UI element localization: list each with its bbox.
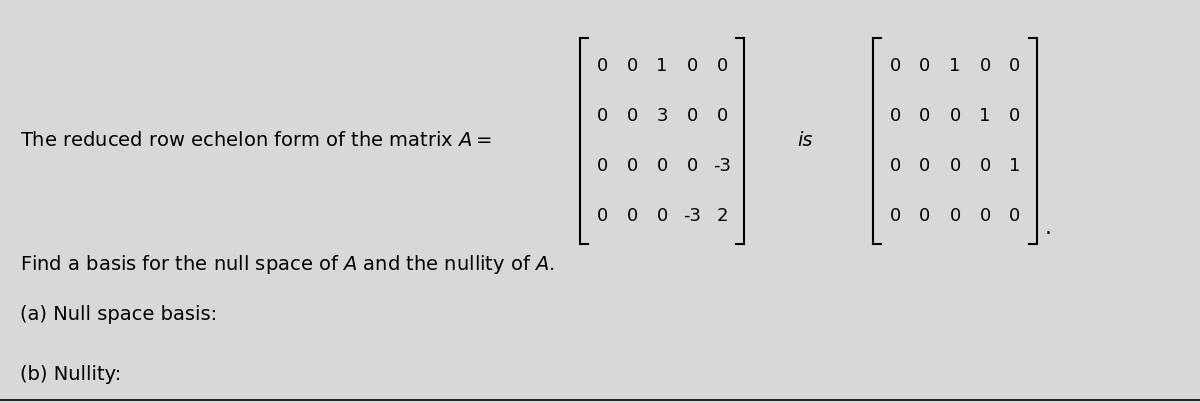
Text: 0: 0	[596, 157, 607, 175]
Text: -3: -3	[713, 157, 731, 175]
Text: 0: 0	[919, 157, 931, 175]
Text: 0: 0	[596, 107, 607, 125]
Text: 0: 0	[626, 207, 637, 225]
Text: (b) Nullity:: (b) Nullity:	[20, 366, 121, 384]
Text: 0: 0	[949, 107, 961, 125]
Text: 0: 0	[919, 57, 931, 75]
Text: 0: 0	[1009, 207, 1021, 225]
Text: 0: 0	[949, 207, 961, 225]
Text: 0: 0	[596, 57, 607, 75]
Text: 0: 0	[716, 107, 727, 125]
Text: 0: 0	[656, 207, 667, 225]
Text: 0: 0	[979, 57, 991, 75]
Text: 0: 0	[626, 107, 637, 125]
Text: 0: 0	[626, 157, 637, 175]
Text: 0: 0	[1009, 107, 1021, 125]
Text: 0: 0	[656, 157, 667, 175]
Text: 0: 0	[889, 207, 901, 225]
Text: 0: 0	[686, 157, 697, 175]
Text: Find a basis for the null space of $A$ and the nullity of $A$.: Find a basis for the null space of $A$ a…	[20, 253, 554, 276]
Text: 1: 1	[979, 107, 991, 125]
Text: 0: 0	[919, 107, 931, 125]
Text: 0: 0	[979, 157, 991, 175]
Text: 3: 3	[656, 107, 667, 125]
Text: 1: 1	[949, 57, 961, 75]
Text: 0: 0	[686, 107, 697, 125]
Text: 0: 0	[949, 157, 961, 175]
Text: 0: 0	[979, 207, 991, 225]
Text: 0: 0	[919, 207, 931, 225]
Text: 0: 0	[889, 107, 901, 125]
Text: 0: 0	[889, 157, 901, 175]
Text: 2: 2	[716, 207, 727, 225]
Text: The reduced row echelon form of the matrix $A=$: The reduced row echelon form of the matr…	[20, 131, 492, 150]
Text: 0: 0	[626, 57, 637, 75]
Text: (a) Null space basis:: (a) Null space basis:	[20, 305, 217, 324]
Text: 0: 0	[716, 57, 727, 75]
Text: 0: 0	[596, 207, 607, 225]
Text: 0: 0	[889, 57, 901, 75]
Text: -3: -3	[683, 207, 701, 225]
Text: .: .	[1045, 218, 1052, 238]
Text: is: is	[797, 131, 812, 150]
Text: 0: 0	[686, 57, 697, 75]
Text: 1: 1	[656, 57, 667, 75]
Text: 1: 1	[1009, 157, 1021, 175]
Text: 0: 0	[1009, 57, 1021, 75]
